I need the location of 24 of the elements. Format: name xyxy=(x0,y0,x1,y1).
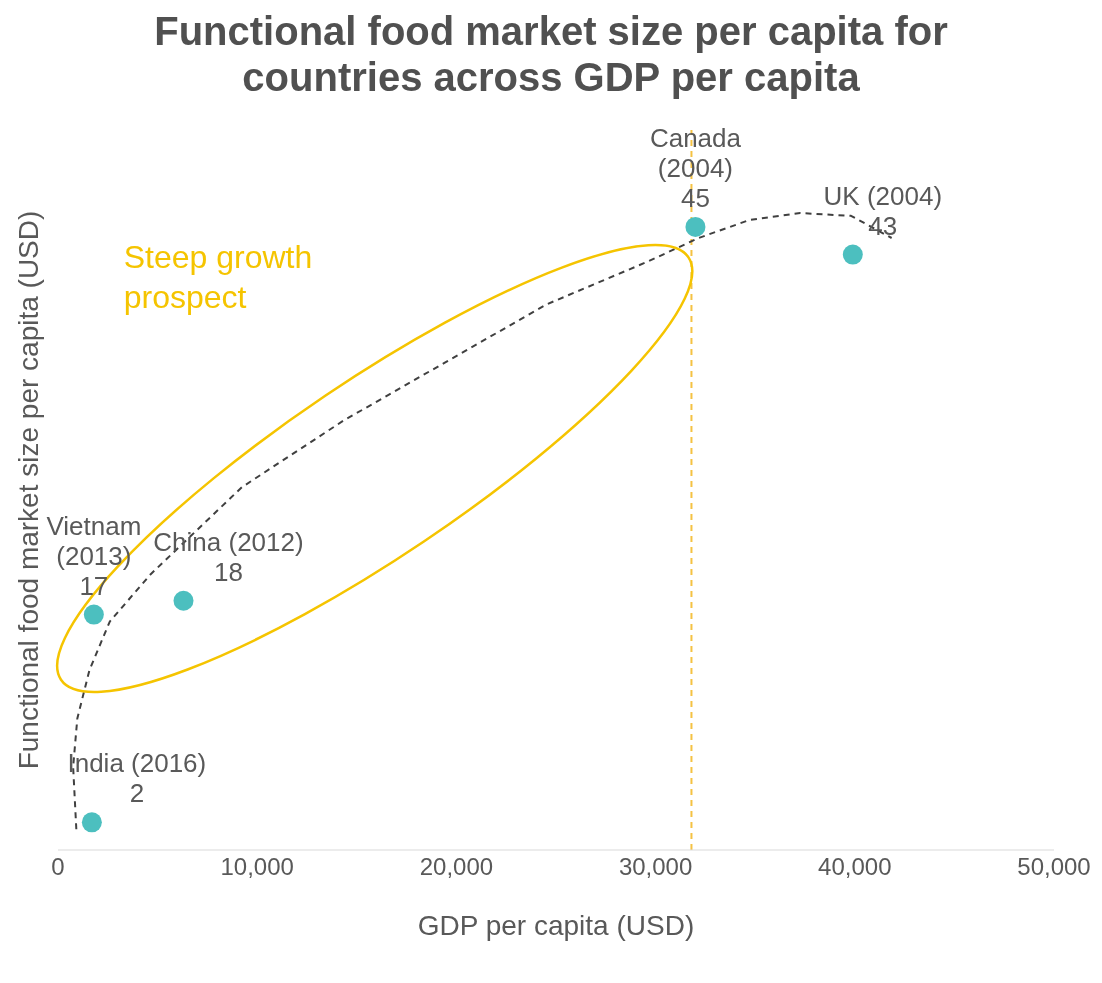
annotation: India (2016) xyxy=(67,748,207,779)
x-tick-label: 50,000 xyxy=(1017,853,1091,881)
chart-title: Functional food market size per capita for countries across GDP per capita xyxy=(153,8,949,100)
point xyxy=(842,244,863,265)
data-label: 45 xyxy=(680,182,710,213)
data-label: 43 xyxy=(868,210,898,241)
x-tick-label: 20,000 xyxy=(419,853,494,881)
point xyxy=(81,812,102,833)
data-label: 18 xyxy=(214,556,243,587)
x-tick-label: 30,000 xyxy=(618,853,693,881)
x-tick-label: 10,000 xyxy=(220,853,294,881)
point xyxy=(173,590,194,611)
data-label: 2 xyxy=(129,778,145,809)
x-tick-label: 40,000 xyxy=(818,853,892,881)
annotation: Vietnam (2013) xyxy=(46,510,142,571)
x-axis-title: GDP per capita (USD) xyxy=(417,910,695,941)
point xyxy=(685,216,706,237)
annotation: UK (2004) xyxy=(823,180,943,211)
point xyxy=(83,604,104,625)
annotation: China (2012) xyxy=(153,526,304,557)
x-tick-label: 0 xyxy=(51,853,65,881)
annotation: Canada (2004) xyxy=(649,122,742,183)
annotation: Steep growth prospect xyxy=(123,239,313,316)
y-axis-title: Functional food market size per capita (USD) xyxy=(12,210,44,770)
